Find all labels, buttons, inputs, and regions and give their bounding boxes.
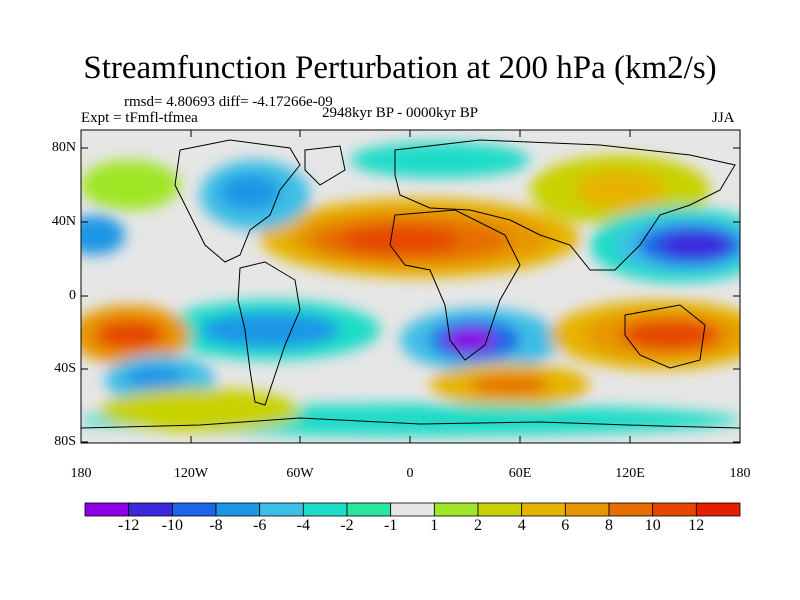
colorbar-label: -4 (296, 517, 310, 534)
colorbar-swatch (433, 502, 479, 517)
lat-label-40n: 40N (51, 214, 76, 229)
season-label: JJA (712, 110, 735, 126)
period-label: 2948kyr BP - 0000kyr BP (322, 105, 479, 121)
north-america-outline (174, 139, 301, 263)
lon-label-120w: 120W (173, 466, 209, 481)
australia-outline (624, 304, 706, 369)
map-title: Streamfunction Perturbation at 200 hPa (… (83, 50, 717, 86)
coastlines (81, 139, 740, 429)
lon-label-0: 0 (406, 466, 414, 481)
colorbar-label: -1 (384, 517, 398, 534)
colorbar-swatch (346, 502, 392, 517)
europe-asia-outline (394, 139, 736, 271)
colorbar-swatch (215, 502, 261, 517)
greenland-outline (304, 145, 346, 186)
colorbar-swatch (259, 502, 304, 517)
colorbar-swatch (171, 502, 217, 517)
antarctica-outline (81, 417, 740, 429)
colorbar-swatch (84, 502, 130, 517)
colorbar-swatch (390, 502, 435, 517)
experiment-label: Expt = tFmfl-tfmea (81, 110, 198, 126)
stats-line: rmsd= 4.80693 diff= -4.17266e-09 (124, 94, 333, 110)
latitude-ticks (81, 147, 740, 443)
colorbar-label: 4 (517, 517, 526, 534)
colorbar-label: 1 (430, 517, 439, 534)
africa-outline (389, 209, 521, 361)
contour-field (81, 130, 740, 443)
south-america-outline (237, 261, 301, 406)
lat-label-40s: 40S (54, 361, 76, 376)
colorbar-swatch (302, 502, 348, 517)
colorbar-swatch (608, 502, 654, 517)
colorbar-swatch (652, 502, 697, 517)
colorbar-label: -12 (118, 517, 140, 534)
colorbar (84, 502, 741, 517)
colorbar-label: -6 (253, 517, 267, 534)
longitude-ticks (80, 130, 741, 443)
lat-label-80n: 80N (51, 140, 76, 155)
colorbar-swatch (128, 502, 173, 517)
colorbar-swatch (695, 502, 741, 517)
lat-label-80s: 80S (54, 434, 76, 449)
colorbar-swatch (521, 502, 566, 517)
colorbar-label: -10 (161, 517, 183, 534)
lat-label-0: 0 (69, 288, 76, 303)
lon-label-120e: 120E (615, 466, 645, 481)
lon-label-180e: 180 (729, 466, 751, 481)
colorbar-label: 2 (474, 517, 482, 534)
colorbar-label: -8 (209, 517, 223, 534)
colorbar-swatch (564, 502, 610, 517)
colorbar-label: 12 (688, 517, 705, 534)
lon-label-60w: 60W (286, 466, 314, 481)
colorbar-label: 10 (644, 517, 661, 534)
colorbar-swatch (477, 502, 523, 517)
colorbar-label: 6 (561, 517, 570, 534)
lon-label-60e: 60E (508, 466, 532, 481)
colorbar-label: -2 (340, 517, 354, 534)
colorbar-label: 8 (605, 517, 613, 534)
lon-label-180w: 180 (70, 466, 92, 481)
